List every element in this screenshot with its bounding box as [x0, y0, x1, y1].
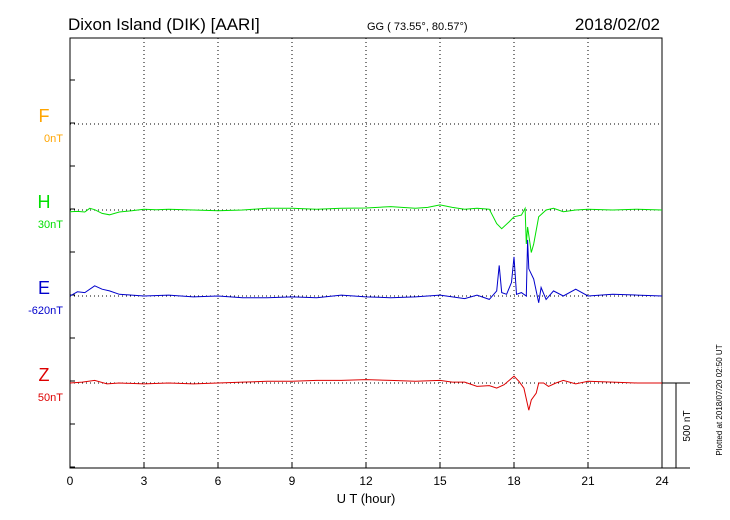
x-tick-label: 12: [359, 474, 373, 488]
series-baseline-h: 30nT: [38, 219, 63, 231]
series-layer: [69, 204, 663, 411]
x-tick-label: 0: [67, 474, 74, 488]
series-labels: F 0nT H 30nT E -620nT Z 50nT: [28, 106, 63, 404]
series-baseline-e: -620nT: [28, 305, 63, 317]
x-tick-label: 21: [581, 474, 595, 488]
plotted-at-label: Plotted at 2018/07/20 02:50 UT: [715, 344, 724, 455]
geographic-coordinates: GG ( 73.55°, 80.57°): [367, 21, 468, 33]
station-title: Dixon Island (DIK) [AARI]: [68, 15, 260, 34]
x-tick-label: 3: [141, 474, 148, 488]
scale-bar-label: 500 nT: [682, 410, 693, 441]
x-axis-tick-labels: 0 3 6 9 12 15 18 21 24: [67, 474, 669, 488]
x-axis-label: U T (hour): [337, 491, 396, 506]
horizontal-gridlines: [70, 79, 662, 468]
scale-bar: 500 nT: [662, 382, 693, 469]
x-tick-label: 6: [215, 474, 222, 488]
x-tick-label: 9: [289, 474, 296, 488]
series-name-e: E: [38, 278, 50, 298]
series-baseline-f: 0nT: [44, 133, 63, 145]
x-axis-ticks: [69, 462, 663, 468]
vertical-gridlines: [143, 38, 589, 468]
series-baseline-z: 50nT: [38, 392, 63, 404]
series-line-h: [69, 204, 663, 253]
x-tick-label: 18: [507, 474, 521, 488]
x-tick-label: 24: [655, 474, 669, 488]
series-name-z: Z: [39, 365, 50, 385]
x-tick-label: 15: [433, 474, 447, 488]
series-line-z: [69, 375, 662, 411]
series-name-f: F: [39, 106, 50, 126]
series-name-h: H: [38, 192, 51, 212]
date-label: 2018/02/02: [575, 15, 660, 34]
series-line-e: [69, 239, 663, 303]
